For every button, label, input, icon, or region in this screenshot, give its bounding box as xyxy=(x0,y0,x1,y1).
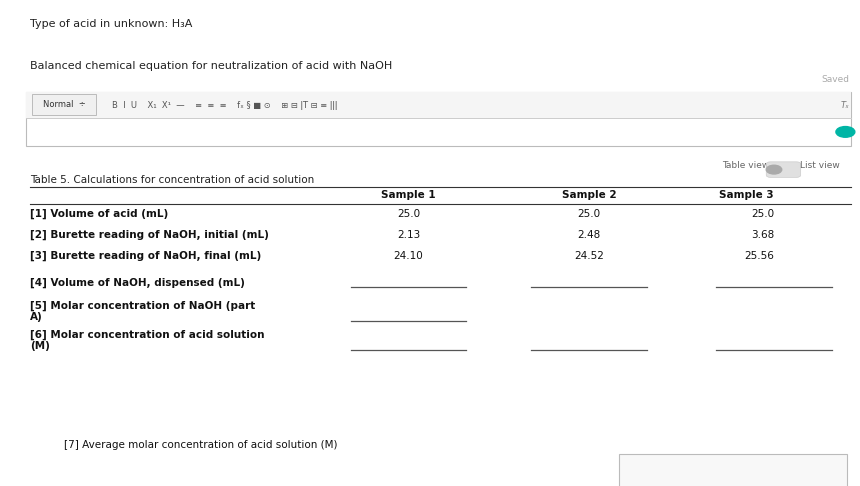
Text: [5] Molar concentration of NaOH (part
A): [5] Molar concentration of NaOH (part A) xyxy=(30,300,255,322)
Circle shape xyxy=(836,126,855,137)
Text: Saved: Saved xyxy=(821,75,850,85)
Text: Tₓ: Tₓ xyxy=(841,101,850,110)
Text: 2.48: 2.48 xyxy=(577,230,601,240)
Text: Balanced chemical equation for neutralization of acid with NaOH: Balanced chemical equation for neutraliz… xyxy=(30,61,392,71)
Text: 25.0: 25.0 xyxy=(751,209,774,219)
Circle shape xyxy=(766,165,782,174)
Text: [2] Burette reading of NaOH, initial (mL): [2] Burette reading of NaOH, initial (mL… xyxy=(30,230,269,240)
Text: Sample 2: Sample 2 xyxy=(562,190,617,200)
Text: B  I  U    X₁  X¹  —    ≡  ≡  ≡    fₓ § ■ ⊙    ⊞ ⊟ ǀT ⊟ ≡ ǀǀǀ: B I U X₁ X¹ — ≡ ≡ ≡ fₓ § ■ ⊙ ⊞ ⊟ ǀT ⊟ ≡ … xyxy=(112,101,337,110)
Text: Table view: Table view xyxy=(722,161,770,170)
Text: [6] Molar concentration of acid solution
(M): [6] Molar concentration of acid solution… xyxy=(30,330,265,351)
Text: [3] Burette reading of NaOH, final (mL): [3] Burette reading of NaOH, final (mL) xyxy=(30,251,261,261)
Text: Type of acid in unknown: H₃A: Type of acid in unknown: H₃A xyxy=(30,19,193,30)
Text: 24.10: 24.10 xyxy=(394,251,423,261)
Text: Sample 3: Sample 3 xyxy=(719,190,774,200)
Text: Sample 1: Sample 1 xyxy=(381,190,436,200)
Text: List view: List view xyxy=(800,161,839,170)
Text: 25.0: 25.0 xyxy=(578,209,600,219)
Text: 2.13: 2.13 xyxy=(396,230,421,240)
Text: 25.56: 25.56 xyxy=(744,251,774,261)
FancyBboxPatch shape xyxy=(26,92,851,146)
Text: [7] Average molar concentration of acid solution (M): [7] Average molar concentration of acid … xyxy=(64,440,338,450)
FancyBboxPatch shape xyxy=(619,454,847,486)
Text: 3.68: 3.68 xyxy=(751,230,774,240)
Text: Table 5. Calculations for concentration of acid solution: Table 5. Calculations for concentration … xyxy=(30,175,315,185)
Bar xyxy=(26,92,851,118)
Text: [4] Volume of NaOH, dispensed (mL): [4] Volume of NaOH, dispensed (mL) xyxy=(30,278,245,288)
Text: 24.52: 24.52 xyxy=(574,251,604,261)
FancyBboxPatch shape xyxy=(32,94,96,115)
FancyBboxPatch shape xyxy=(766,162,801,177)
Text: [1] Volume of acid (mL): [1] Volume of acid (mL) xyxy=(30,209,169,219)
Text: 25.0: 25.0 xyxy=(397,209,420,219)
Text: Normal  ÷: Normal ÷ xyxy=(43,100,85,109)
